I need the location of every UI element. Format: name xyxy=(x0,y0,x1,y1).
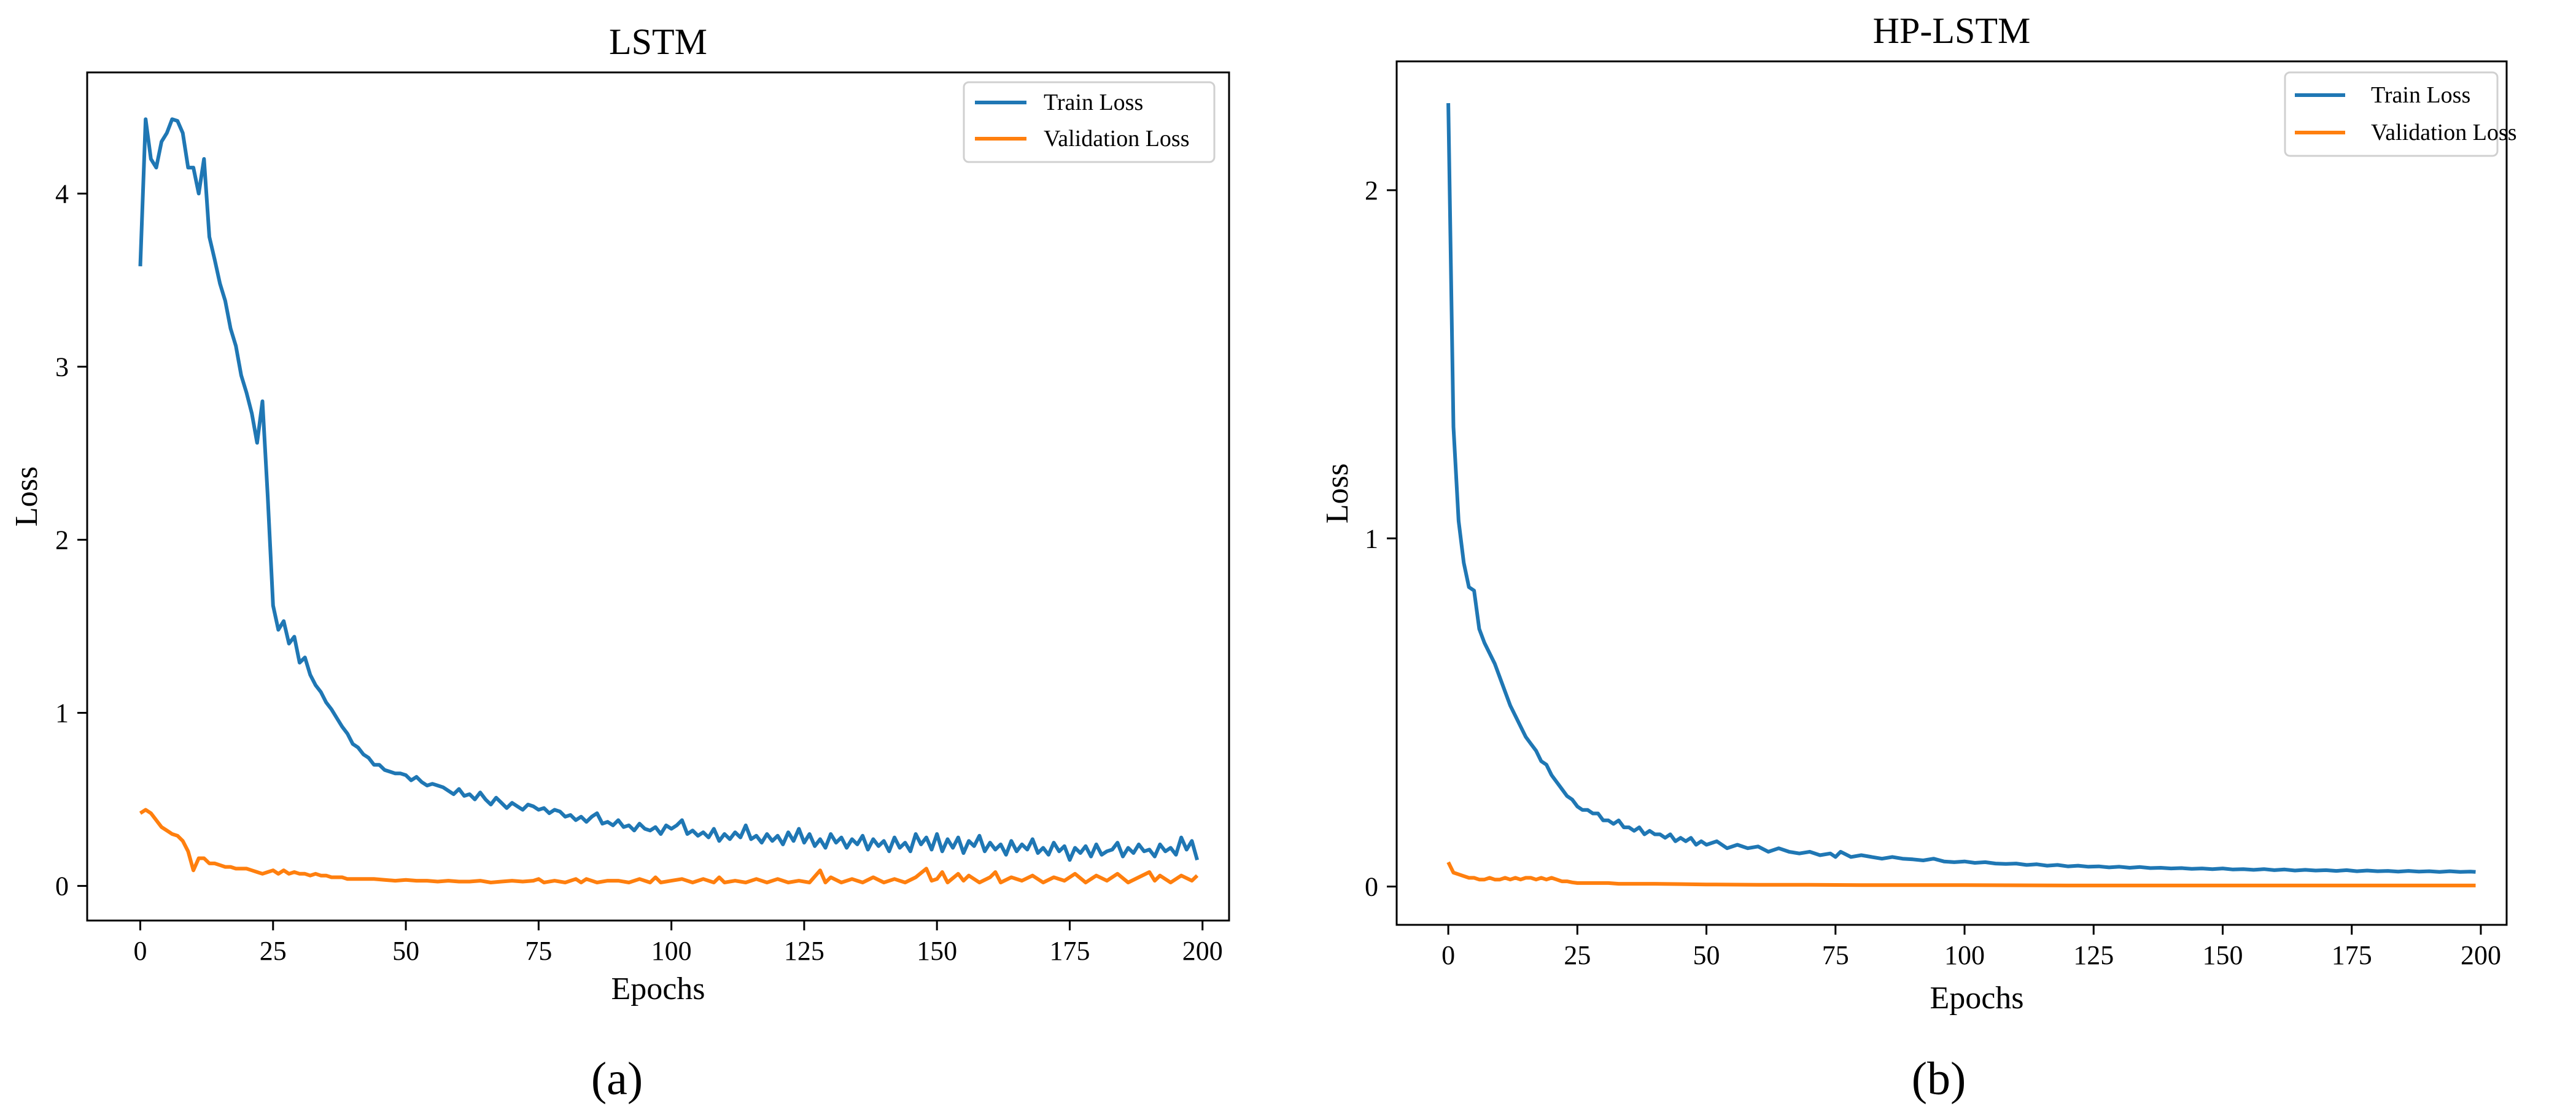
y-axis-label-a: Loss xyxy=(9,466,44,527)
y-tick-label-a: 0 xyxy=(55,871,69,902)
train-loss-line-b xyxy=(1446,103,2476,874)
x-tick-label-b: 150 xyxy=(2202,940,2243,970)
chart-title-b: HP-LSTM xyxy=(1873,10,2031,51)
x-tick-label-a: 100 xyxy=(651,936,692,966)
x-tick-label-b: 75 xyxy=(1822,940,1849,970)
chart-title-a: LSTM xyxy=(609,21,707,62)
x-tick-label-a: 150 xyxy=(917,936,957,966)
y-tick-label-a: 1 xyxy=(55,698,69,728)
y-tick-label-a: 3 xyxy=(55,352,69,382)
validation-loss-line-b xyxy=(1446,861,2476,887)
series-group-a xyxy=(138,117,1199,884)
x-tick-label-b: 200 xyxy=(2461,940,2501,970)
x-tick-label-b: 0 xyxy=(1441,940,1455,970)
y-tick-label-b: 1 xyxy=(1365,523,1378,554)
x-tick-label-b: 100 xyxy=(1944,940,1985,970)
panel-label-b: (b) xyxy=(1912,1053,1966,1105)
ticks-b: 0 25 50 75 100 125 150 175 200 0 1 2 xyxy=(1365,176,2501,970)
plot-frame-b xyxy=(1395,60,2508,926)
legend-label-train-a: Train Loss xyxy=(1044,90,1143,115)
x-tick-label-a: 50 xyxy=(392,936,419,966)
chart-panel-a: LSTM Epochs Loss 0 25 50 75 100 125 150 175 2000… xyxy=(9,21,1230,1105)
x-tick-label-a: 200 xyxy=(1182,936,1223,966)
x-tick-label-a: 125 xyxy=(784,936,824,966)
x-tick-label-a: 75 xyxy=(525,936,552,966)
x-axis-label-a: Epochs xyxy=(611,971,705,1006)
legend-label-train-b: Train Loss xyxy=(2371,82,2470,108)
plot-frame-a xyxy=(86,71,1230,922)
y-tick-label-b: 2 xyxy=(1365,176,1378,206)
x-tick-label-a: 25 xyxy=(260,936,287,966)
chart-panel-b: HP-LSTM Epochs Loss 0 25 50 75 100 125 150 175 2… xyxy=(1320,10,2516,1105)
legend-label-val-b: Validation Loss xyxy=(2371,120,2516,145)
legend-label-val-a: Validation Loss xyxy=(1044,126,1189,152)
x-tick-label-b: 125 xyxy=(2073,940,2114,970)
y-tick-label-b: 0 xyxy=(1365,872,1378,902)
train-loss-line-a xyxy=(138,117,1199,862)
x-tick-label-b: 175 xyxy=(2332,940,2372,970)
x-tick-label-b: 25 xyxy=(1564,940,1591,970)
x-tick-label-a: 0 xyxy=(134,936,147,966)
legend-a: Train Loss Validation Loss xyxy=(963,81,1216,163)
y-tick-label-a: 2 xyxy=(55,525,69,555)
x-tick-label-a: 175 xyxy=(1049,936,1090,966)
panel-label-a: (a) xyxy=(591,1053,643,1105)
series-group-b xyxy=(1446,103,2476,887)
x-tick-label-b: 50 xyxy=(1693,940,1720,970)
x-axis-label-b: Epochs xyxy=(1930,981,2023,1016)
y-axis-label-b: Loss xyxy=(1320,463,1355,523)
y-tick-label-a: 4 xyxy=(55,179,69,209)
validation-loss-line-a xyxy=(139,808,1199,884)
ticks-a: 0 25 50 75 100 125 150 175 200 0 1 2 3 4 xyxy=(55,179,1223,966)
legend-b: Train Loss Validation Loss xyxy=(2284,71,2516,157)
